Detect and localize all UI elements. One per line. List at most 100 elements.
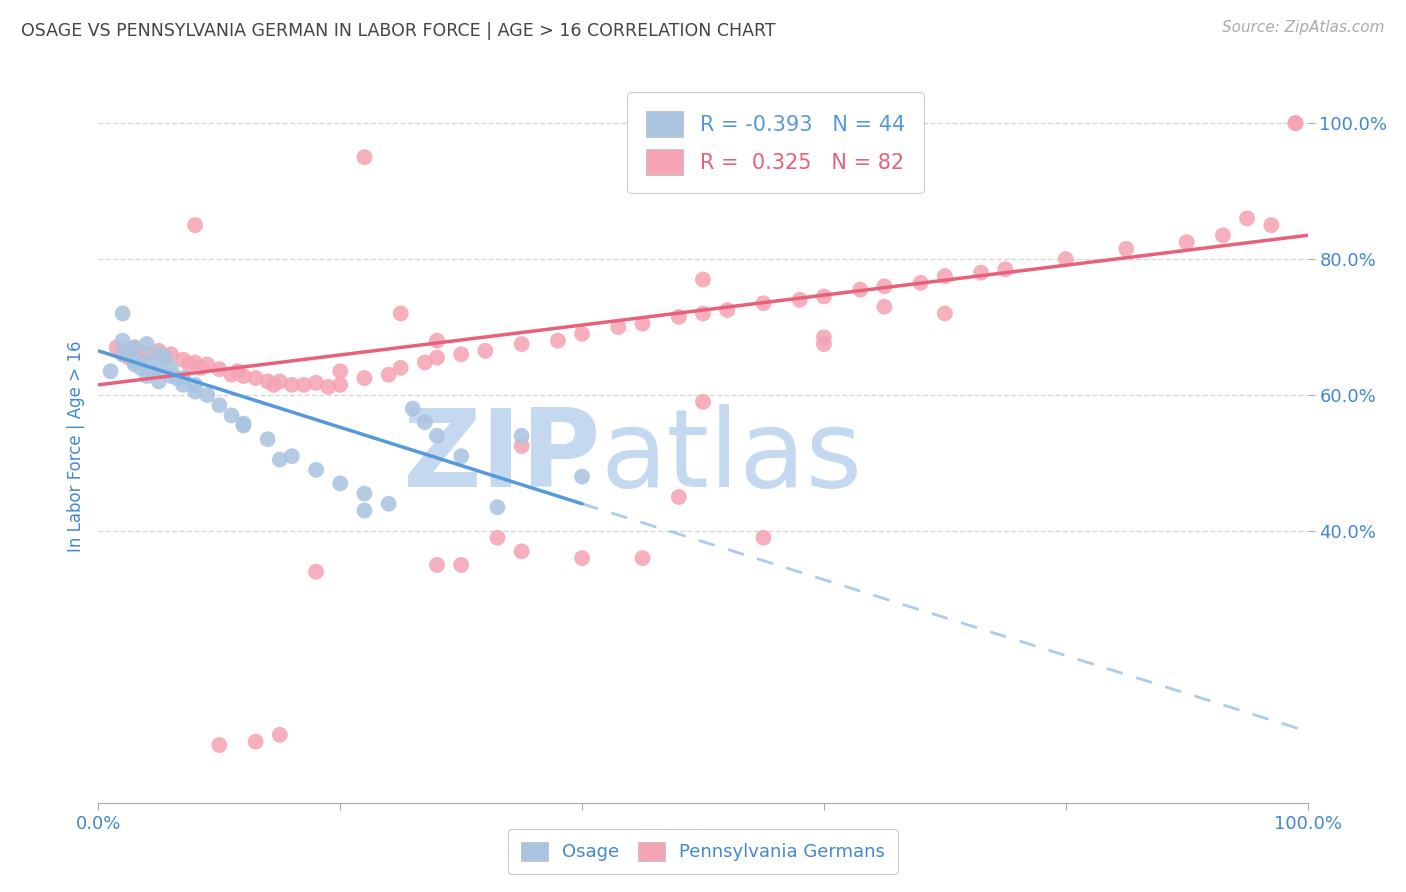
Point [135,337,157,351]
Point [256,432,278,446]
Point [668,310,690,324]
Point [124,358,146,372]
Point [994,262,1017,277]
Text: OSAGE VS PENNSYLVANIA GERMAN IN LABOR FORCE | AGE > 16 CORRELATION CHART: OSAGE VS PENNSYLVANIA GERMAN IN LABOR FO… [21,22,776,40]
Point [166,371,188,385]
Point [353,150,375,164]
Point [571,326,593,341]
Point [873,300,896,314]
Point [426,351,449,365]
Point [135,369,157,384]
Point [486,531,509,545]
Point [789,293,811,307]
Point [148,360,170,375]
Point [813,337,835,351]
Point [752,296,775,310]
Point [692,272,714,286]
Point [486,500,509,515]
Point [221,409,243,423]
Point [184,218,207,232]
Point [426,334,449,348]
Point [692,306,714,320]
Point [934,269,956,284]
Point [353,371,375,385]
Point [111,306,134,320]
Point [1115,242,1137,256]
Point [1284,116,1306,130]
Point [510,439,533,453]
Point [510,337,533,351]
Text: atlas: atlas [600,404,862,509]
Point [353,486,375,500]
Point [1175,235,1198,249]
Point [232,418,254,433]
Point [1054,252,1077,266]
Point [305,565,328,579]
Point [179,358,201,372]
Point [450,347,472,361]
Point [474,343,496,358]
Point [256,375,278,389]
Point [389,360,412,375]
Text: Source: ZipAtlas.com: Source: ZipAtlas.com [1222,20,1385,35]
Point [208,738,231,752]
Point [190,360,212,375]
Point [305,376,328,390]
Point [631,317,654,331]
Point [970,266,993,280]
Point [208,362,231,376]
Point [118,351,141,365]
Point [305,463,328,477]
Point [111,347,134,361]
Point [377,497,399,511]
Point [934,306,956,320]
Point [124,341,146,355]
Point [160,360,183,375]
Point [849,283,872,297]
Text: ZIP: ZIP [402,404,600,509]
Point [631,551,654,566]
Point [184,355,207,369]
Point [1284,116,1306,130]
Point [813,330,835,344]
Point [142,364,165,378]
Point [221,368,243,382]
Point [668,490,690,504]
Point [1260,218,1282,232]
Point [1212,228,1234,243]
Point [153,351,176,365]
Point [124,354,146,368]
Point [329,377,352,392]
Point [148,375,170,389]
Point [1236,211,1258,226]
Point [571,551,593,566]
Point [245,734,267,748]
Point [426,558,449,572]
Point [813,289,835,303]
Legend: Osage, Pennsylvania Germans: Osage, Pennsylvania Germans [509,830,897,874]
Point [135,347,157,361]
Point [571,469,593,483]
Point [129,360,152,375]
Point [135,354,157,368]
Point [329,476,352,491]
Point [263,377,285,392]
Point [105,341,128,355]
Point [292,377,315,392]
Point [910,276,932,290]
Point [124,341,146,355]
Point [245,371,267,385]
Point [329,364,352,378]
Point [450,449,472,463]
Point [172,377,194,392]
Point [281,377,304,392]
Point [226,364,249,378]
Legend: R = -0.393   N = 44, R =  0.325   N = 82: R = -0.393 N = 44, R = 0.325 N = 82 [627,93,924,194]
Point [148,343,170,358]
Point [281,449,304,463]
Point [195,388,218,402]
Point [402,401,425,416]
Point [160,347,183,361]
Point [413,415,436,429]
Point [353,503,375,517]
